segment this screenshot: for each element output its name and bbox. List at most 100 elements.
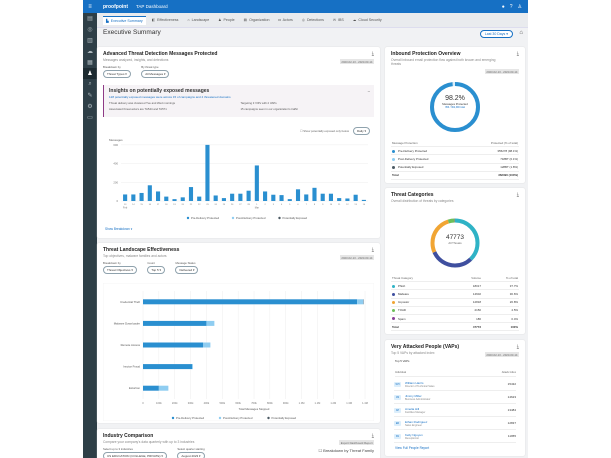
view-people-report-link[interactable]: View Full People Report: [395, 446, 430, 450]
show-breakdown-link[interactable]: Show Breakdown ▾: [105, 227, 133, 231]
collapse-icon[interactable]: –: [367, 88, 370, 93]
vap-name[interactable]: William Harris: [405, 380, 424, 385]
download-icon[interactable]: ⤓: [371, 433, 374, 439]
tab-executive-summary[interactable]: ▙ Executive Summary: [103, 15, 146, 25]
notification-icon[interactable]: ●: [501, 3, 505, 10]
avatar: ER: [394, 420, 401, 426]
download-icon[interactable]: ⤓: [371, 51, 374, 57]
quarter-select[interactable]: Select quarter starting August 2023 ▾: [177, 447, 205, 458]
tab-cloud-security[interactable]: ☁ Cloud Security: [350, 16, 385, 24]
table-row: Post-Delivery Protected 718BT (0.1%): [391, 154, 519, 164]
bar: [353, 194, 358, 201]
x-tick-label: 18: [165, 204, 168, 206]
x-tick-label: 500k: [219, 401, 225, 405]
help-icon[interactable]: ?: [509, 3, 513, 10]
threats-icon[interactable]: ◎: [87, 27, 93, 33]
show-exposed-checkbox[interactable]: ☐ Show potentially exposed only below: [299, 129, 349, 133]
home-icon[interactable]: ⌂: [519, 30, 523, 36]
download-icon[interactable]: ⤓: [516, 51, 519, 57]
filter-message-status[interactable]: Message Status Delivered ▾: [175, 261, 199, 274]
vap-info: Ethan Rodriguez Sales Engineer: [405, 420, 508, 427]
tab-label: Organization: [249, 18, 270, 22]
vaps-select[interactable]: Top 5 VAPs: [395, 359, 410, 363]
legend-dot: [392, 309, 395, 313]
vap-row[interactable]: JM Jimmy Miller Business Administrator 1462…: [394, 391, 516, 404]
industry-select[interactable]: Select up to 3 industries US EDUCATION (C…: [103, 447, 167, 458]
x-tick-label: 2: [264, 204, 266, 206]
vap-name[interactable]: Ethan Rodriguez: [405, 419, 428, 424]
breakdown-checkbox[interactable]: ☐ Breakdown by Threat Family: [318, 448, 374, 453]
user-icon[interactable]: ♙: [517, 3, 522, 10]
vap-name[interactable]: Kelly Nguyen: [405, 432, 423, 437]
x-tick-label: 25: [223, 204, 226, 206]
row-pct: 4.5%: [481, 306, 519, 315]
legend-label: Pre-Delivery Protected: [176, 416, 205, 420]
tab-people[interactable]: ♟ People: [215, 16, 237, 24]
download-icon[interactable]: ⤓: [516, 344, 519, 350]
donut-segment: [430, 218, 480, 268]
filter-threat-type[interactable]: By threat type All Messages ▾: [141, 65, 170, 78]
x-tick-label: 700k: [251, 401, 257, 405]
x-tick-label: 400k: [204, 401, 210, 405]
reports-icon[interactable]: ▥: [87, 38, 93, 44]
table-row: Phish 18017 37.7%: [391, 281, 519, 291]
cloud-icon[interactable]: ☁: [87, 49, 93, 55]
legend-dot: [392, 284, 395, 288]
y-axis-label: Messages: [109, 138, 123, 142]
x-tick-label: 300k: [188, 401, 194, 405]
tab-ibs[interactable]: ✉ IBS: [330, 16, 347, 24]
vaps-card: Very Attacked People (VAPs) Top 5 VAPs b…: [385, 340, 525, 456]
row-volume: 2150: [451, 306, 482, 315]
bar: [147, 185, 152, 201]
menu-icon[interactable]: ≡: [83, 0, 97, 13]
x-tick-label: 1: [256, 204, 258, 206]
x-tick-label: 1.4M: [362, 401, 368, 405]
y-tick-label: Invoice Fraud: [123, 365, 140, 369]
vap-name[interactable]: Amelia Hill: [405, 406, 420, 411]
filter-count[interactable]: Count Top 5 ▾: [147, 261, 165, 274]
document-icon[interactable]: ▦: [87, 60, 93, 66]
messages-icon[interactable]: ▭: [87, 115, 93, 121]
vap-row[interactable]: ER Ethan Rodriguez Sales Engineer 12837: [394, 417, 516, 430]
vap-row[interactable]: AH Amelia Hill Facilities Manager 13484: [394, 404, 516, 417]
threat-categories-card: Threat Categories Overall distribution o…: [385, 188, 525, 334]
filter-breakdown[interactable]: Breakdown by Threat Types ▾: [103, 65, 131, 78]
categories-donut: [430, 218, 480, 268]
vap-row[interactable]: WH William Harris Director of Technical Sa…: [394, 378, 516, 391]
dashboard-icon[interactable]: ▤: [87, 16, 93, 22]
x-tick-label: 27: [239, 204, 242, 206]
tab-detections[interactable]: ◎ Detections: [299, 16, 327, 24]
x-tick-label: 6: [297, 204, 299, 206]
insight-subtitle[interactable]: 128 potentially exposed messages were ac…: [109, 95, 231, 99]
row-pct: 26.8%: [481, 298, 519, 307]
card-title: Threat Landscape Effectiveness: [103, 247, 180, 253]
bar-segment: [143, 364, 193, 370]
tools-icon[interactable]: ✎: [87, 93, 93, 99]
legend-dot: [392, 157, 395, 161]
detections-icon: ◎: [301, 18, 305, 22]
bar: [246, 190, 251, 201]
download-icon[interactable]: ⤓: [371, 247, 374, 253]
donut-segment: [430, 218, 480, 268]
label-text: Phish: [398, 283, 406, 288]
vap-name[interactable]: Jimmy Miller: [405, 393, 422, 398]
page-title: Executive Summary: [103, 29, 161, 36]
tab-landscape[interactable]: ⌂ Landscape: [184, 16, 212, 24]
download-icon[interactable]: ⤓: [516, 192, 519, 198]
filter-breakdown[interactable]: Breakdown by Threat Objectives ▾: [103, 261, 137, 274]
tab-actors[interactable]: ◘ Actors: [275, 16, 295, 24]
vap-row[interactable]: KN Kelly Nguyen Receptionist 11955: [394, 430, 516, 443]
settings-icon[interactable]: ⚙: [87, 104, 93, 110]
label-text: Potentially Exposed: [398, 165, 424, 170]
tab-effectiveness[interactable]: ◧ Effectiveness: [149, 16, 182, 24]
export-button[interactable]: Export Dashboard Report: [339, 440, 374, 445]
date-range-select[interactable]: Last 30 Days ▾: [479, 30, 513, 38]
granularity-select[interactable]: Daily ▾: [352, 127, 370, 135]
search-icon[interactable]: ⌕: [88, 81, 92, 87]
bar: [312, 187, 317, 201]
donut-value: 47773: [445, 234, 465, 241]
people-icon[interactable]: ♟: [83, 68, 97, 79]
x-tick-label: 800k: [267, 401, 273, 405]
tab-organization[interactable]: ▤ Organization: [241, 16, 273, 24]
